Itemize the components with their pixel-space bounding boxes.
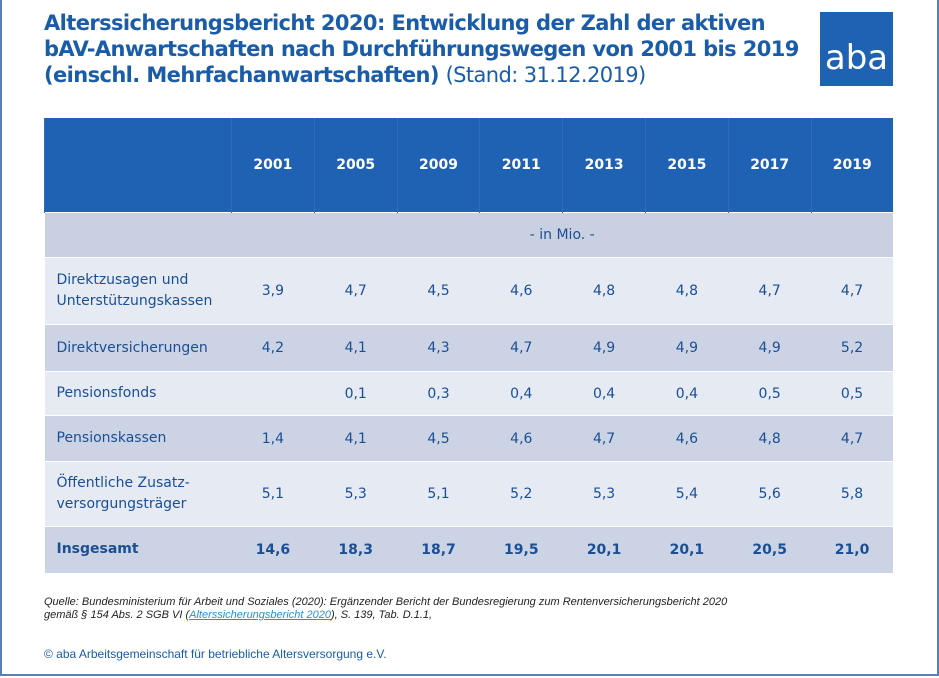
source-line1: Quelle: Bundesministerium für Arbeit und…: [44, 596, 728, 608]
value-cell: 4,3: [397, 324, 480, 372]
row-label: Öffentliche Zusatz-versorgungsträger: [44, 461, 232, 527]
value-cell: 5,1: [397, 461, 480, 527]
value-cell: 4,1: [314, 324, 398, 372]
source-link[interactable]: Alterssicherungsbericht 2020: [189, 609, 331, 621]
year-header: 2019: [810, 118, 893, 213]
row-label-line: Direktversicherungen: [56, 339, 208, 356]
value-cell: 0,3: [397, 371, 480, 416]
value-cell: 18,7: [397, 526, 480, 573]
value-cell: 4,5: [397, 415, 480, 462]
value-cell: 4,8: [562, 257, 646, 325]
value-cell: [231, 371, 315, 416]
value-cell: 5,4: [645, 461, 729, 527]
source-line2-pre: gemäß § 154 Abs. 2 SGB VI (: [44, 609, 190, 621]
unit-label: - in Mio. -: [231, 212, 893, 258]
table-row: Öffentliche Zusatz-versorgungsträger 5,1 5…: [44, 461, 893, 527]
value-cell: 4,8: [645, 257, 729, 325]
value-cell: 0,4: [645, 371, 729, 416]
year-header: 2015: [644, 118, 729, 213]
year-header: 2009: [396, 118, 480, 213]
value-cell: 4,7: [314, 257, 398, 325]
title-main: Alterssicherungsbericht 2020: Entwicklun…: [44, 11, 799, 87]
row-label-line: Direktzusagen und: [56, 272, 189, 288]
value-cell: 5,3: [314, 461, 398, 527]
table-row: Pensionsfonds 0,1 0,3 0,4 0,4 0,4 0,5 0,5: [44, 371, 893, 416]
aba-logo: aba: [820, 12, 893, 86]
value-cell: 4,9: [562, 324, 646, 372]
value-cell: 4,8: [728, 415, 812, 462]
value-cell: 4,9: [728, 324, 812, 372]
value-cell: 4,6: [645, 415, 729, 462]
value-cell: 4,7: [728, 257, 812, 325]
table-row: Pensionskassen 1,4 4,1 4,5 4,6 4,7 4,6 4,8 4,7: [44, 415, 893, 462]
value-cell: 20,1: [562, 526, 646, 573]
year-header: 2005: [313, 118, 398, 213]
table-row: Direktversicherungen 4,2 4,1 4,3 4,7 4,9 4,9 4,…: [44, 324, 893, 372]
value-cell: 5,6: [728, 461, 812, 527]
value-cell: 5,2: [811, 324, 893, 372]
value-cell: 5,1: [231, 461, 315, 527]
value-cell: 3,9: [231, 257, 315, 325]
copyright: © aba Arbeitsgemeinschaft für betrieblic…: [44, 647, 387, 661]
value-cell: 4,5: [397, 257, 480, 325]
row-label: Insgesamt: [44, 526, 232, 573]
value-cell: 4,7: [479, 324, 563, 372]
row-label: Pensionsfonds: [44, 371, 232, 416]
value-cell: 4,7: [562, 415, 646, 462]
value-cell: 4,6: [479, 257, 563, 325]
row-label-line: Unterstützungskassen: [56, 293, 213, 309]
value-cell: 21,0: [811, 526, 893, 573]
value-cell: 18,3: [314, 526, 398, 573]
row-label: Direktversicherungen: [44, 324, 232, 372]
header-row: 2001 2005 2009 2011 2013 2015 2017 2019: [44, 118, 893, 213]
value-cell: 0,4: [479, 371, 563, 416]
value-cell: 5,8: [811, 461, 893, 527]
value-cell: 0,1: [314, 371, 398, 416]
value-cell: 20,1: [645, 526, 729, 573]
value-cell: 20,5: [728, 526, 812, 573]
value-cell: 5,2: [479, 461, 563, 527]
row-label-line: Öffentliche Zusatz-: [56, 475, 190, 491]
logo-text: aba: [824, 38, 889, 78]
row-label-line: Insgesamt: [56, 541, 139, 558]
value-cell: 4,6: [479, 415, 563, 462]
row-label-line: Pensionskassen: [56, 430, 167, 446]
title-stand: (Stand: 31.12.2019): [445, 63, 647, 87]
row-label-line: versorgungsträger: [56, 496, 187, 512]
data-table: 2001 2005 2009 2011 2013 2015 2017 2019 - in Mi…: [44, 118, 893, 573]
row-label: Direktzusagen und Unterstützungskassen: [44, 257, 232, 325]
value-cell: 0,5: [728, 371, 812, 416]
value-cell: 4,9: [645, 324, 729, 372]
value-cell: 19,5: [479, 526, 563, 573]
value-cell: 5,3: [562, 461, 646, 527]
year-header: 2013: [562, 118, 646, 213]
value-cell: 4,2: [231, 324, 315, 372]
unit-row: - in Mio. -: [44, 212, 893, 258]
unit-empty-cell: [44, 212, 232, 258]
value-cell: 0,4: [562, 371, 646, 416]
value-cell: 4,1: [314, 415, 398, 462]
row-label: Pensionskassen: [44, 415, 232, 462]
year-header: 2011: [479, 118, 563, 213]
value-cell: 1,4: [231, 415, 315, 462]
value-cell: 0,5: [811, 371, 893, 416]
year-header: 2017: [727, 118, 812, 213]
value-cell: 4,7: [811, 257, 893, 325]
value-cell: 14,6: [231, 526, 315, 573]
year-header: 2001: [231, 118, 315, 213]
source-note: Quelle: Bundesministerium für Arbeit und…: [44, 596, 844, 622]
page-title: Alterssicherungsbericht 2020: Entwicklun…: [44, 10, 804, 88]
value-cell: 4,7: [811, 415, 893, 462]
header-empty-cell: [44, 118, 232, 213]
table-row: Direktzusagen und Unterstützungskassen 3,9…: [44, 257, 893, 325]
source-line2-post: ), S. 139, Tab. D.1.1,: [330, 609, 433, 621]
row-label-line: Pensionsfonds: [56, 385, 157, 401]
table-row: Insgesamt 14,6 18,3 18,7 19,5 20,1 20,1 20,5 21,…: [44, 526, 893, 573]
source-line2: gemäß § 154 Abs. 2 SGB VI (Alterssicheru…: [44, 609, 844, 622]
